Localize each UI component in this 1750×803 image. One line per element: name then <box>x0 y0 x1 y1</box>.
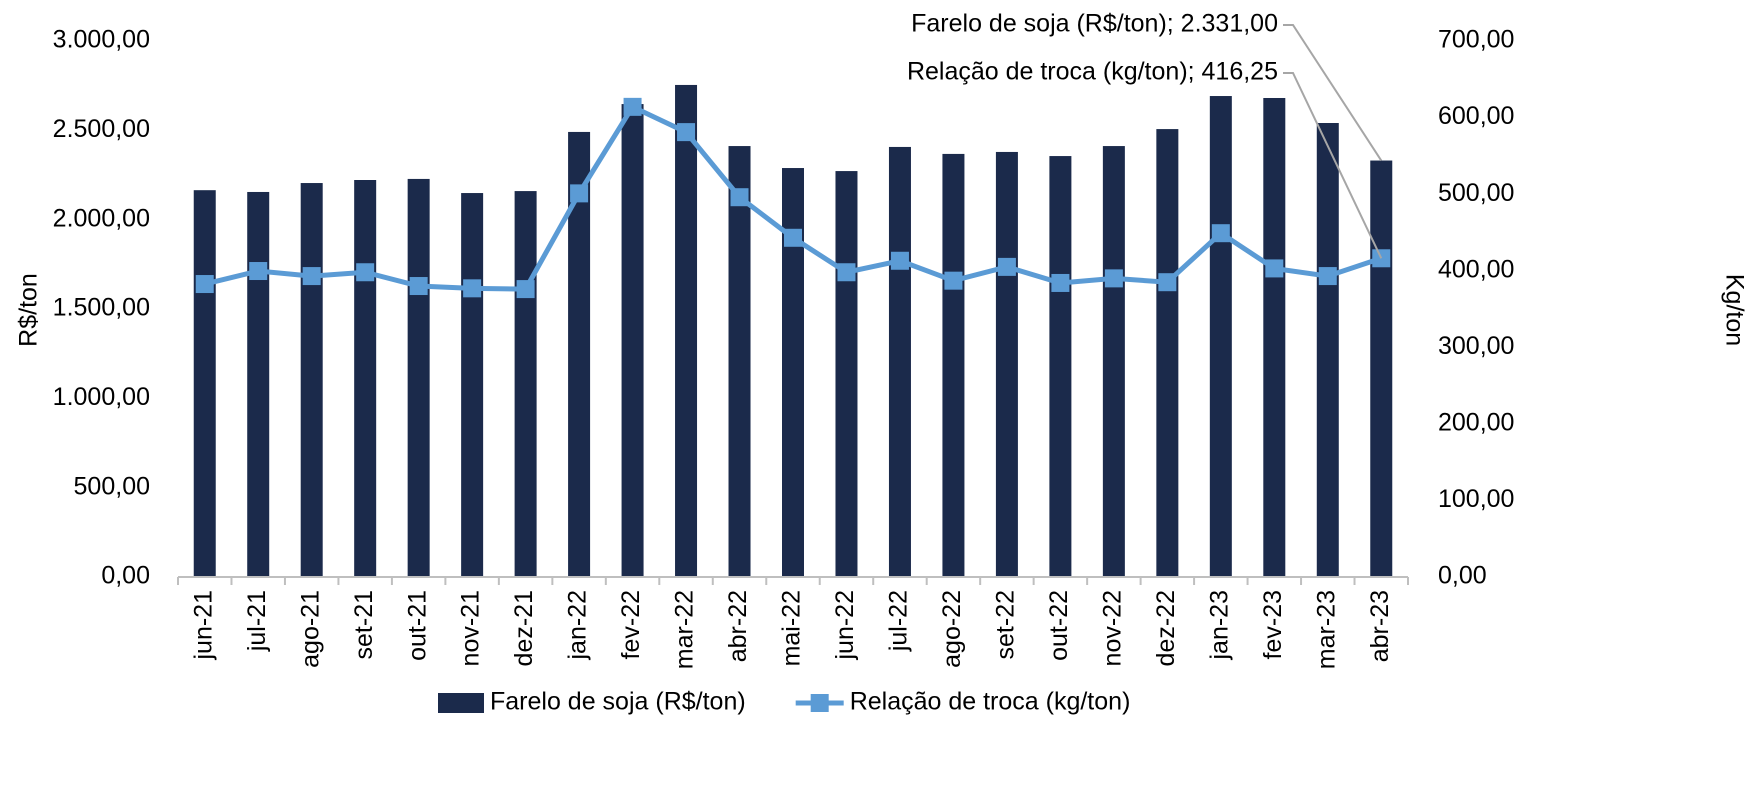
bar <box>300 183 323 578</box>
bar <box>568 131 591 577</box>
x-tick-label: fev-22 <box>617 590 645 659</box>
marker <box>677 123 696 142</box>
y-tick-label: 1.000,00 <box>53 383 150 411</box>
x-tick-label: set-22 <box>992 590 1020 659</box>
marker <box>1318 267 1337 286</box>
bar <box>1209 96 1232 578</box>
marker <box>1211 224 1230 243</box>
annotation-leader <box>1283 72 1383 259</box>
y2-tick-label: 500,00 <box>1438 179 1514 207</box>
bar <box>995 151 1018 577</box>
marker <box>356 263 375 282</box>
y2-tick-label: 100,00 <box>1438 485 1514 513</box>
legend-swatch <box>438 693 484 713</box>
y2-tick-label: 200,00 <box>1438 408 1514 436</box>
y-tick-label: 3.000,00 <box>53 26 150 54</box>
y2-tick-label: 600,00 <box>1438 102 1514 130</box>
marker <box>1051 273 1070 292</box>
marker <box>463 279 482 298</box>
bar <box>888 146 911 577</box>
bar <box>514 191 537 577</box>
marker <box>944 271 963 290</box>
y-tick-label: 500,00 <box>74 472 150 500</box>
y2-tick-label: 0,00 <box>1438 562 1487 590</box>
x-tick-label: mar-23 <box>1312 590 1340 669</box>
annotation: Relação de troca (kg/ton); 416,25 <box>907 58 1278 86</box>
x-tick-label: ago-21 <box>296 590 324 668</box>
x-tick-label: jun-22 <box>831 590 859 661</box>
bar <box>621 104 644 577</box>
bar <box>407 178 430 577</box>
bar <box>835 171 858 577</box>
bar <box>1102 146 1125 577</box>
x-tick-label: ago-22 <box>938 590 966 668</box>
legend-label: Farelo de soja (R$/ton) <box>490 688 746 716</box>
x-tick-label: jul-21 <box>243 590 271 652</box>
marker <box>409 277 428 296</box>
bar <box>193 190 216 578</box>
y2-axis-label: Kg/ton <box>1720 274 1748 346</box>
marker <box>890 251 909 270</box>
x-tick-label: jul-22 <box>885 590 913 652</box>
marker <box>1265 259 1284 278</box>
x-tick-label: set-21 <box>350 590 378 659</box>
marker <box>570 184 589 203</box>
x-tick-label: jun-21 <box>189 590 217 661</box>
marker <box>997 257 1016 276</box>
annotation: Farelo de soja (R$/ton); 2.331,00 <box>911 10 1278 38</box>
x-tick-label: abr-23 <box>1366 590 1394 662</box>
marker <box>1158 273 1177 292</box>
bar <box>728 146 751 577</box>
y-axis-label: R$/ton <box>15 273 43 347</box>
x-tick-label: dez-22 <box>1152 590 1180 666</box>
legend-swatch <box>810 694 829 712</box>
y-tick-label: 2.000,00 <box>53 204 150 232</box>
x-tick-label: out-22 <box>1045 590 1073 661</box>
x-tick-label: jan-23 <box>1205 590 1233 661</box>
x-tick-label: nov-21 <box>457 590 485 666</box>
legend-label: Relação de troca (kg/ton) <box>850 688 1131 716</box>
y-tick-label: 1.500,00 <box>53 294 150 322</box>
bar <box>1263 97 1286 578</box>
marker <box>730 188 749 207</box>
bar <box>1370 160 1393 577</box>
x-tick-label: fev-23 <box>1259 590 1287 659</box>
y2-tick-label: 300,00 <box>1438 332 1514 360</box>
marker <box>1104 269 1123 288</box>
bar <box>1049 156 1072 577</box>
marker <box>837 263 856 282</box>
marker <box>516 280 535 299</box>
x-tick-label: abr-22 <box>724 590 752 662</box>
bar <box>247 191 270 577</box>
marker <box>623 97 642 116</box>
x-tick-label: out-21 <box>403 590 431 661</box>
x-tick-label: mai-22 <box>778 590 806 666</box>
y-tick-label: 0,00 <box>101 562 150 590</box>
annotation-leader <box>1283 24 1383 162</box>
x-tick-label: dez-21 <box>510 590 538 666</box>
bar <box>1316 123 1339 578</box>
marker <box>195 275 214 294</box>
bar <box>354 180 377 577</box>
bar <box>675 84 698 578</box>
x-tick-label: nov-22 <box>1098 590 1126 666</box>
bar <box>461 193 484 577</box>
y-tick-label: 2.500,00 <box>53 115 150 143</box>
y2-tick-label: 700,00 <box>1438 26 1514 54</box>
marker <box>249 262 268 281</box>
x-tick-label: jan-22 <box>564 590 592 661</box>
marker <box>302 267 321 286</box>
bar <box>1156 129 1179 577</box>
x-tick-label: mar-22 <box>671 590 699 669</box>
bar <box>782 168 804 578</box>
y2-tick-label: 400,00 <box>1438 255 1514 283</box>
bar <box>942 153 965 577</box>
marker <box>784 228 802 247</box>
